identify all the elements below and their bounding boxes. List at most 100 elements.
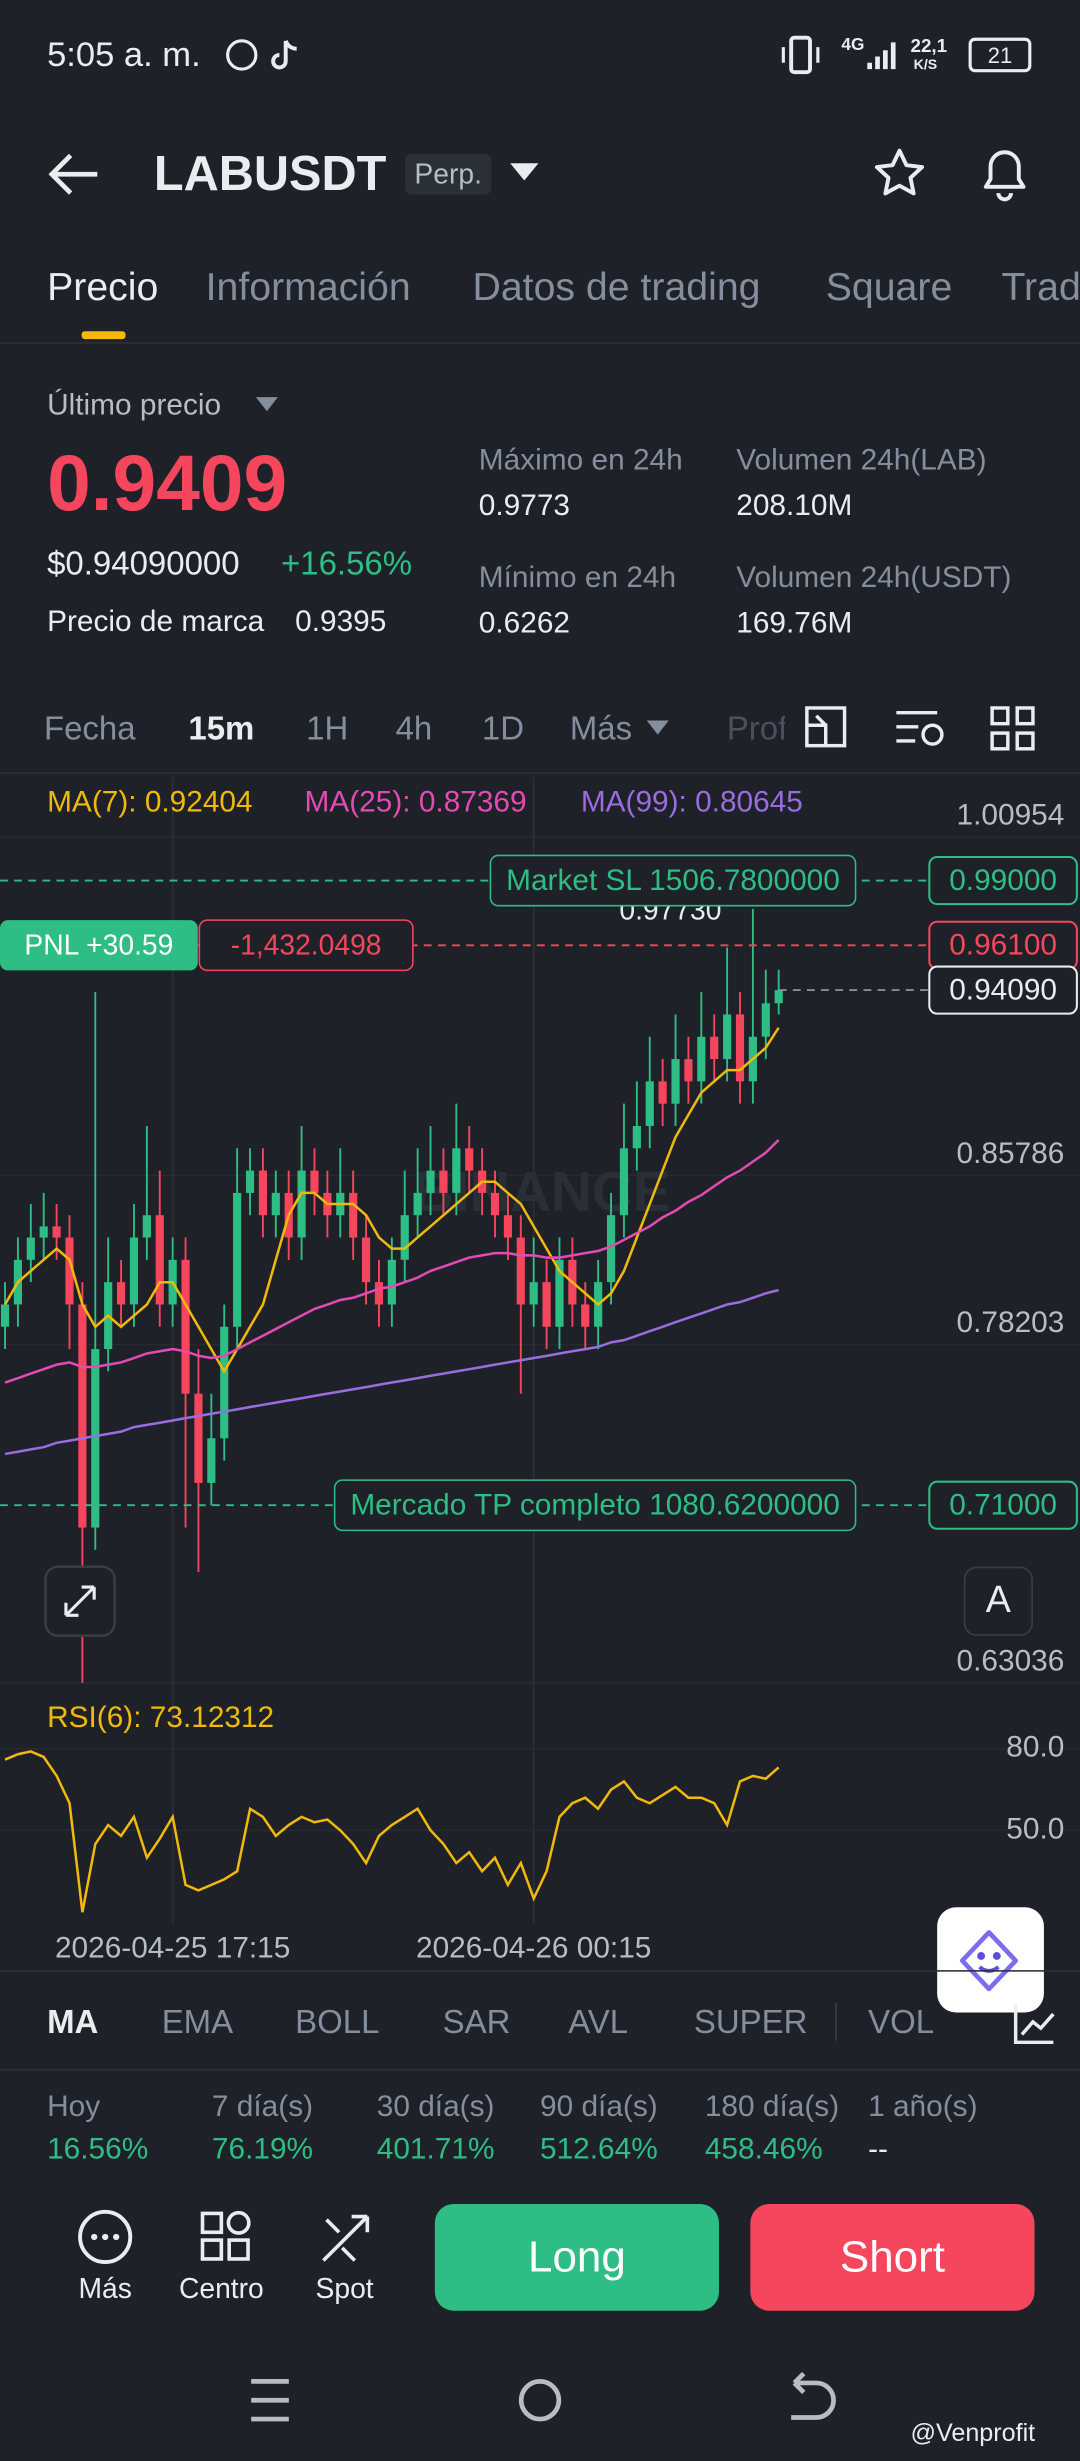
- candle-body: [220, 1326, 229, 1439]
- candle-body: [361, 1237, 371, 1283]
- candle-body: [129, 1237, 139, 1305]
- action-label[interactable]: Más: [78, 2273, 132, 2305]
- candle-body: [349, 1192, 358, 1238]
- interval[interactable]: Prof: [726, 711, 788, 748]
- symbol-dropdown[interactable]: [509, 162, 540, 184]
- indicator-settings[interactable]: [1011, 2000, 1058, 2047]
- interval[interactable]: Fecha: [43, 711, 136, 748]
- interval-dropdown[interactable]: [645, 719, 670, 738]
- navigation-bar[interactable]: [235, 2367, 863, 2433]
- indicator-tab[interactable]: VOL: [868, 2004, 935, 2041]
- tab[interactable]: Precio: [47, 265, 159, 310]
- interval[interactable]: Más: [569, 711, 633, 748]
- stat-value: 0.9773: [478, 489, 571, 523]
- order-box: [333, 1479, 857, 1532]
- back-button[interactable]: [47, 151, 104, 198]
- last-price-label[interactable]: Último precio: [47, 389, 222, 423]
- candle-body: [735, 1014, 745, 1082]
- divider: [0, 342, 1080, 344]
- candle-body: [26, 1237, 35, 1260]
- watermark: @Venprofit: [910, 2420, 1036, 2448]
- price-tag: 0.71000: [949, 1489, 1057, 1522]
- indicator-tab[interactable]: BOLL: [295, 2004, 380, 2041]
- status-app-icons: [226, 39, 297, 71]
- candle-body: [439, 1170, 448, 1193]
- candle-body: [581, 1304, 590, 1327]
- indicator-tab[interactable]: AVL: [568, 2004, 629, 2041]
- x-tick-label: 2026-04-26 00:15: [416, 1932, 651, 1965]
- period-change: 76.19%: [211, 2133, 314, 2167]
- candle-body: [52, 1226, 61, 1238]
- usd-price: $0.94090000: [47, 546, 240, 583]
- divider: [0, 1970, 1080, 1972]
- action-icons: [78, 2209, 370, 2265]
- candle-body: [710, 1036, 719, 1060]
- candle-body: [78, 1304, 87, 1528]
- long-button[interactable]: Long: [434, 2203, 719, 2311]
- symbol[interactable]: LABUSDT: [153, 145, 387, 201]
- period-change: 16.56%: [47, 2133, 149, 2167]
- moving-average: [4, 1288, 779, 1456]
- indicator-tab[interactable]: EMA: [161, 2004, 234, 2041]
- alert-button[interactable]: [976, 144, 1033, 204]
- candle-body: [142, 1215, 151, 1238]
- candle-body: [91, 1349, 100, 1528]
- indicator-label: RSI(6): 73.12312: [47, 1701, 274, 1734]
- y-tick-label: 0.63036: [957, 1644, 1065, 1677]
- candle-body: [632, 1125, 641, 1149]
- interval[interactable]: 4h: [395, 711, 433, 748]
- indicator-tab[interactable]: SUPER: [693, 2004, 808, 2041]
- indicator-tab[interactable]: MA: [47, 2004, 99, 2041]
- fullscreen-button[interactable]: [44, 1565, 116, 1637]
- interval[interactable]: 1H: [306, 711, 349, 748]
- interval[interactable]: 15m: [188, 711, 255, 748]
- candle-body: [181, 1259, 190, 1394]
- action-label[interactable]: Centro: [178, 2273, 264, 2305]
- candle-body: [155, 1215, 164, 1305]
- interval[interactable]: 1D: [481, 711, 525, 748]
- tab[interactable]: Trad: [1001, 265, 1080, 310]
- candle-body: [516, 1237, 525, 1305]
- legend-entry: MA(7): 0.92404: [47, 786, 253, 819]
- action-label[interactable]: Spot: [315, 2273, 374, 2305]
- stat-value: 208.10M: [736, 489, 853, 523]
- period-change: 401.71%: [376, 2133, 495, 2167]
- tab[interactable]: Datos de trading: [472, 265, 761, 310]
- stat-label: Volumen 24h(USDT): [736, 561, 1012, 595]
- candle-body: [413, 1192, 422, 1216]
- chart-tools[interactable]: [784, 690, 1080, 767]
- legend-entry: MA(99): 0.80645: [581, 786, 803, 819]
- price-tag-box: [928, 856, 1078, 906]
- candle-body: [697, 1036, 706, 1082]
- tab[interactable]: Información: [205, 265, 411, 310]
- mark-price-label: Precio de marca: [47, 605, 265, 639]
- divider: [0, 772, 1080, 774]
- favorite-button[interactable]: [871, 146, 928, 203]
- separator: [835, 2003, 837, 2041]
- x-tick-label: 2026-04-25 17:15: [55, 1932, 290, 1965]
- candle-body: [426, 1170, 435, 1193]
- stat-label: Volumen 24h(LAB): [736, 444, 987, 478]
- chart: BINANCE 1.00954 0.85786 0.78203 0.63036 2026…: [0, 777, 1080, 1965]
- status-speed: 22,1: [910, 34, 948, 57]
- candle-body: [245, 1170, 255, 1193]
- candle-body: [310, 1170, 319, 1193]
- last-price: 0.9409: [47, 439, 288, 528]
- assistant-button[interactable]: [937, 1907, 1044, 2013]
- candle-body: [723, 1014, 732, 1060]
- tab-indicator: [81, 331, 126, 340]
- candle-body: [194, 1393, 203, 1483]
- candle-body: [671, 1059, 680, 1104]
- candle-body: [542, 1282, 551, 1327]
- last-price-dropdown[interactable]: [254, 396, 279, 415]
- order-label: -1,432.0498: [231, 928, 382, 960]
- indicator-tab[interactable]: SAR: [442, 2004, 511, 2041]
- order-box: [489, 854, 857, 907]
- price-change: +16.56%: [280, 546, 413, 583]
- stat-value: 169.76M: [736, 607, 853, 641]
- tab[interactable]: Square: [825, 265, 953, 310]
- overlay-button[interactable]: A: [963, 1566, 1033, 1636]
- mark-price: 0.9395: [295, 605, 387, 639]
- candle-body: [490, 1192, 500, 1216]
- short-button[interactable]: Short: [750, 2203, 1035, 2311]
